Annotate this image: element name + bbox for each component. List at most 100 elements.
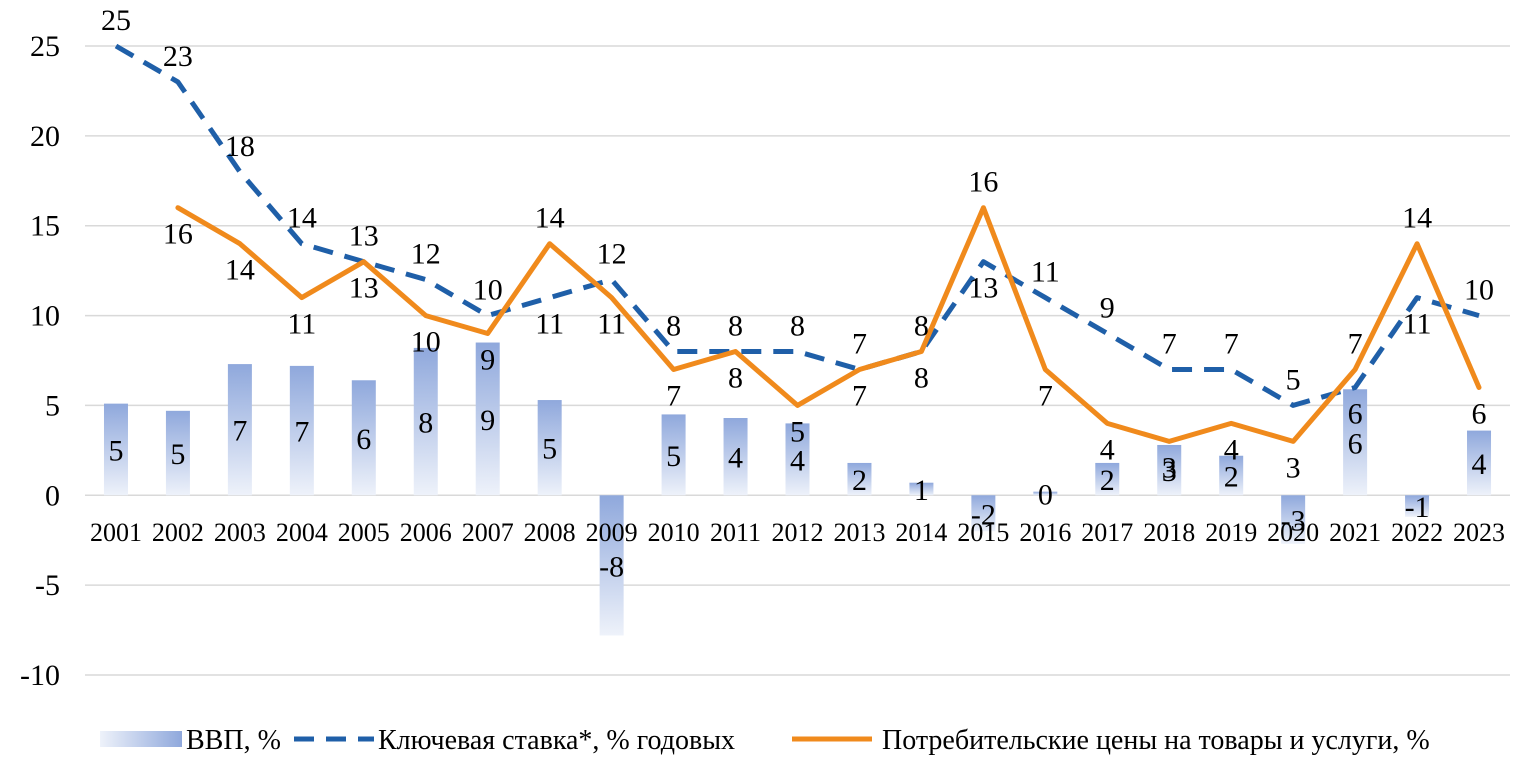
- cpi-data-label: 3: [1162, 451, 1177, 484]
- gdp-data-label: 2: [852, 464, 867, 497]
- key-rate-data-label: 12: [411, 238, 441, 271]
- gdp-data-label: 9: [480, 404, 495, 437]
- y-tick-label: 25: [30, 30, 60, 63]
- gdp-bar: [1033, 491, 1058, 496]
- key-rate-data-label: 13: [968, 272, 998, 305]
- key-rate-data-label: 23: [163, 40, 193, 73]
- gdp-bar: [847, 462, 872, 496]
- gdp-data-label: 7: [294, 416, 309, 449]
- cpi-data-label: 6: [1472, 397, 1487, 430]
- lines: [114, 43, 1482, 444]
- gdp-bar: [1405, 495, 1430, 517]
- cpi-data-label: 7: [1038, 379, 1053, 412]
- key-rate-data-label: 25: [101, 4, 131, 37]
- y-tick-label: 0: [45, 479, 60, 512]
- key-rate-data-label: 12: [597, 238, 627, 271]
- gdp-data-label: 4: [1472, 448, 1487, 481]
- gdp-bar: [351, 380, 376, 496]
- gdp-data-label: 2: [1100, 464, 1115, 497]
- gdp-bar: [1281, 495, 1306, 544]
- x-tick-label: 2020: [1267, 518, 1319, 547]
- x-tick-label: 2012: [772, 518, 824, 547]
- x-tick-label: 2019: [1205, 518, 1257, 547]
- cpi-data-label: 7: [852, 379, 867, 412]
- x-tick-label: 2003: [214, 518, 266, 547]
- x-tick-label: 2023: [1453, 518, 1505, 547]
- key-rate-data-label: 11: [1403, 308, 1432, 341]
- x-axis-ticks: 2001 2002 2003 2004 2005 2006 2007 2008 2009 2010…: [90, 518, 1505, 547]
- x-tick-label: 2004: [276, 518, 328, 547]
- y-tick-label: -10: [20, 659, 60, 692]
- key-rate-data-label: 6: [1348, 397, 1363, 430]
- key-rate-line: [114, 43, 1480, 408]
- key-rate-data-label: 7: [852, 327, 867, 360]
- gdp-bar: [723, 418, 748, 496]
- gdp-bar: [909, 482, 934, 496]
- cpi-data-label: 13: [349, 272, 379, 305]
- y-tick-label: 5: [45, 389, 60, 422]
- x-tick-label: 2007: [462, 518, 514, 547]
- cpi-data-label: 7: [666, 379, 681, 412]
- cpi-data-label: 14: [1402, 202, 1432, 235]
- key-rate-data-label: 7: [1224, 327, 1239, 360]
- y-tick-label: 15: [30, 210, 60, 243]
- key-rate-data-label: 10: [1464, 274, 1494, 307]
- key-rate-data-label: 10: [473, 274, 503, 307]
- y-tick-label: -5: [35, 569, 60, 602]
- cpi-data-label: 3: [1286, 451, 1301, 484]
- gdp-bar: [103, 403, 128, 496]
- x-tick-label: 2011: [710, 518, 761, 547]
- x-tick-label: 2010: [648, 518, 700, 547]
- legend-label-key-rate: Ключевая ставка*, % годовых: [378, 725, 735, 756]
- key-rate-data-label: 11: [535, 308, 564, 341]
- gdp-data-label: 5: [666, 440, 681, 473]
- cpi-line: [175, 205, 1482, 444]
- gdp-data-label: 5: [170, 438, 185, 471]
- gdp-data-label: -3: [1281, 505, 1306, 538]
- cpi-data-label: 11: [287, 308, 316, 341]
- gdp-bar: [1467, 430, 1492, 496]
- legend-label-gdp: ВВП, %: [186, 725, 281, 756]
- y-tick-label: 20: [30, 120, 60, 153]
- gdp-data-label: 4: [790, 444, 805, 477]
- key-rate-data-label: 7: [1162, 327, 1177, 360]
- cpi-data-label: 10: [411, 326, 441, 359]
- gdp-bar: [165, 410, 190, 496]
- x-tick-label: 2021: [1329, 518, 1381, 547]
- gdp-data-label: 7: [232, 415, 247, 448]
- gdp-data-label: -1: [1405, 491, 1430, 524]
- cpi-data-label: 14: [225, 254, 255, 287]
- key-rate-data-label: 13: [349, 220, 379, 253]
- key-rate-data-label: 5: [1286, 363, 1301, 396]
- gdp-data-label: 1: [914, 474, 929, 507]
- key-rate-data-label: 8: [666, 310, 681, 343]
- gdp-bar: [599, 495, 624, 636]
- gdp-data-label: 0: [1038, 478, 1053, 511]
- x-tick-label: 2001: [90, 518, 142, 547]
- gdp-bar: [289, 365, 314, 496]
- x-tick-label: 2013: [833, 518, 885, 547]
- gdp-data-label: 4: [728, 442, 743, 475]
- gdp-bar: [227, 364, 252, 496]
- x-tick-label: 2008: [524, 518, 576, 547]
- data-labels: 5 57 7 6 8 95-85 4 42 1-20 2 3 2-36-142523181413121…: [101, 4, 1494, 583]
- gdp-bar: [1095, 462, 1120, 496]
- y-axis-ticks: -10 -5 0 5 10 15 20 25: [20, 30, 60, 692]
- key-rate-data-label: 11: [1031, 256, 1060, 289]
- gdp-data-label: -2: [971, 498, 996, 531]
- cpi-data-label: 14: [535, 202, 565, 235]
- x-tick-label: 2015: [957, 518, 1009, 547]
- gdp-data-label: 5: [108, 434, 123, 467]
- gdp-bar: [1343, 389, 1368, 496]
- cpi-data-label: 8: [728, 362, 743, 395]
- gdp-bar: [971, 495, 996, 532]
- key-rate-data-label: 8: [914, 310, 929, 343]
- x-tick-label: 2018: [1143, 518, 1195, 547]
- gdp-bar: [785, 423, 810, 496]
- key-rate-data-label: 8: [790, 310, 805, 343]
- x-tick-label: 2006: [400, 518, 452, 547]
- cpi-data-label: 16: [968, 166, 998, 199]
- legend-swatch-gdp: [100, 731, 182, 747]
- cpi-data-label: 16: [163, 218, 193, 251]
